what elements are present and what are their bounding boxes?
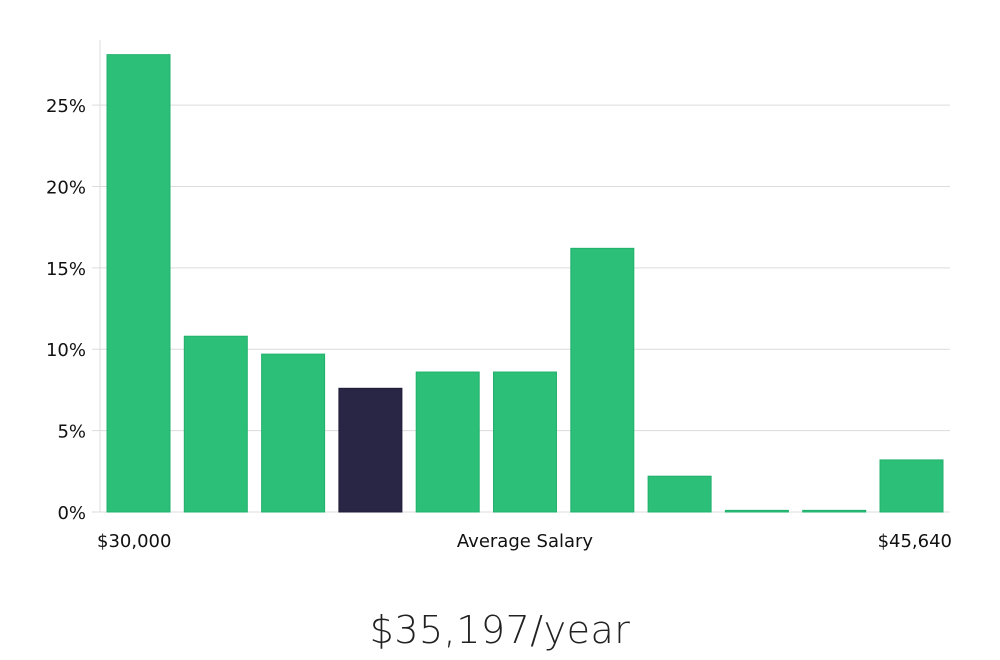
histogram-bar <box>183 335 248 513</box>
y-tick-label: 0% <box>57 503 86 524</box>
histogram-bar <box>415 371 480 513</box>
y-tick-label: 5% <box>57 422 86 443</box>
histogram-bar-highlighted <box>338 387 403 513</box>
y-tick-label: 25% <box>46 96 86 117</box>
salary-histogram-chart: 0% 5% 10% 15% 20% 25% $30,000 Average Salary $45… <box>46 40 952 552</box>
y-tick-label: 20% <box>46 177 86 198</box>
labels-layer: 0% 5% 10% 15% 20% 25% $30,000 Average Salary $45… <box>46 96 952 552</box>
histogram-bar <box>802 509 867 513</box>
histogram-bar <box>570 247 635 513</box>
histogram-bar <box>106 54 171 513</box>
bars-layer <box>106 54 944 513</box>
x-axis-title: Average Salary <box>457 531 594 552</box>
average-salary-value: $35,197/year <box>369 608 631 652</box>
histogram-bar <box>724 509 789 513</box>
x-max-label: $45,640 <box>878 531 952 552</box>
histogram-bar <box>493 371 557 513</box>
histogram-bar <box>261 353 326 513</box>
histogram-bar <box>879 459 944 513</box>
histogram-bar <box>647 475 712 513</box>
x-min-label: $30,000 <box>97 531 171 552</box>
y-tick-label: 10% <box>46 340 86 361</box>
y-tick-label: 15% <box>46 259 86 280</box>
